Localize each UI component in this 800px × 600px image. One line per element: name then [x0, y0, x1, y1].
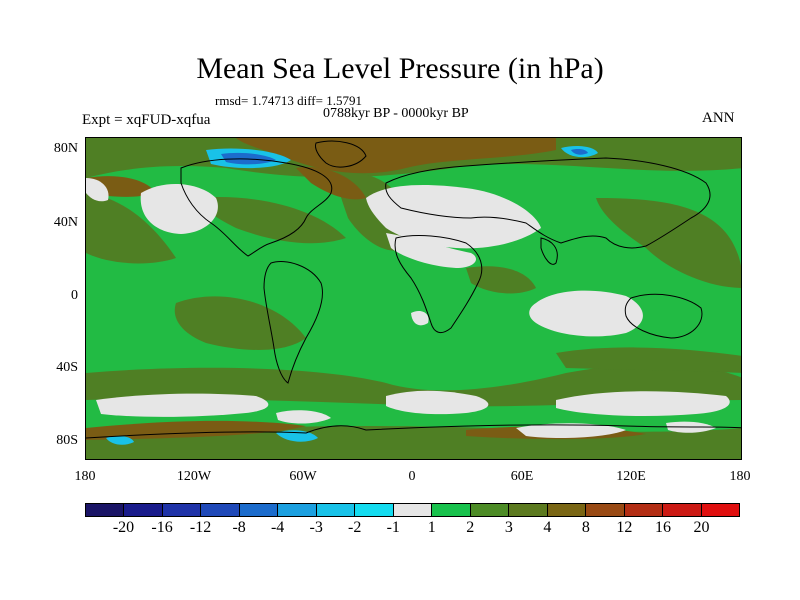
colorbar-label: -1 [386, 519, 400, 536]
colorbar-label: 12 [616, 519, 633, 536]
season-label: ANN [702, 110, 735, 126]
map-title: Mean Sea Level Pressure (in hPa) [196, 52, 604, 85]
colorbar-segment [509, 504, 548, 516]
colorbar-segment [124, 504, 163, 516]
colorbar-segment [432, 504, 471, 516]
lat-label-0: 0 [71, 288, 78, 303]
lon-label-180-right: 180 [729, 469, 751, 484]
colorbar-segment [278, 504, 317, 516]
map-canvas [86, 138, 741, 459]
lat-label-80s: 80S [56, 433, 78, 448]
colorbar-segment [239, 504, 279, 516]
colorbar-segment [355, 504, 394, 516]
lon-label-0: 0 [408, 469, 416, 484]
colorbar-segment [547, 504, 587, 516]
colorbar-label: 2 [466, 519, 475, 536]
colorbar-segment [393, 504, 433, 516]
light-near-zero-regions [86, 178, 730, 438]
colorbar-label: 20 [693, 519, 710, 536]
experiment-label: Expt = xqFUD-xqfua [82, 112, 211, 128]
colorbar-label: -16 [151, 519, 173, 536]
lon-label-120e: 120E [616, 469, 646, 484]
colorbar-label: -4 [270, 519, 285, 536]
colorbar-label: -12 [189, 519, 212, 536]
colorbar-label: 16 [654, 519, 671, 536]
colorbar-label: -20 [112, 519, 135, 536]
colorbar-segment [86, 504, 125, 516]
colorbar-label: 4 [543, 519, 552, 536]
colorbar [85, 503, 740, 517]
lon-label-120w: 120W [176, 469, 212, 484]
colorbar-label: 1 [427, 519, 436, 536]
pressure-map [85, 137, 742, 460]
colorbar-label: -8 [232, 519, 246, 536]
colorbar-label: -2 [348, 519, 362, 536]
lat-label-40n: 40N [53, 215, 78, 230]
colorbar-segment [701, 504, 739, 516]
colorbar-label: 3 [504, 519, 513, 536]
colorbar-segment [470, 504, 510, 516]
colorbar-segment [201, 504, 240, 516]
colorbar-segment [624, 504, 664, 516]
colorbar-label: 8 [581, 519, 590, 536]
lon-label-180-left: 180 [74, 469, 96, 484]
lon-label-60e: 60E [510, 469, 534, 484]
lon-label-60w: 60W [289, 469, 317, 484]
colorbar-segment [663, 504, 702, 516]
colorbar-segment [162, 504, 202, 516]
time-period-label: 0788kyr BP - 0000kyr BP [323, 106, 469, 121]
colorbar-segment [316, 504, 356, 516]
coastlines [86, 140, 741, 439]
lat-label-40s: 40S [56, 360, 78, 375]
colorbar-segment [586, 504, 625, 516]
rmsd-diff-stats: rmsd= 1.74713 diff= 1.5791 [215, 93, 362, 108]
colorbar-label: -3 [309, 519, 323, 536]
lat-label-80n: 80N [53, 141, 78, 156]
